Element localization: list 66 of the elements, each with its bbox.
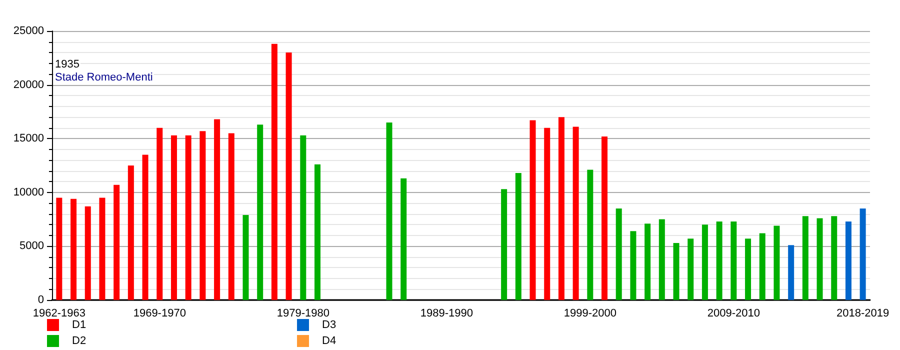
- bar: [200, 131, 206, 300]
- x-tick-label: 1979-1980: [276, 308, 330, 320]
- bar: [286, 52, 292, 300]
- bar: [242, 214, 249, 300]
- bar: [658, 219, 665, 300]
- bar: [257, 124, 264, 300]
- bar: [271, 44, 278, 300]
- bar: [845, 221, 852, 300]
- bar: [558, 117, 564, 300]
- bar: [170, 135, 177, 300]
- bar: [831, 216, 838, 300]
- bar: [816, 218, 823, 300]
- y-tick-label: 20000: [13, 78, 44, 91]
- bar: [716, 221, 722, 300]
- bar: [544, 128, 550, 300]
- bar: [142, 154, 148, 300]
- y-tick-label: 0: [38, 294, 44, 306]
- bar: [515, 173, 522, 300]
- bar: [84, 206, 91, 300]
- y-tick-label: 15000: [13, 132, 44, 145]
- bar: [572, 126, 579, 300]
- bar: [214, 119, 220, 300]
- bar: [99, 198, 106, 300]
- bar: [114, 184, 120, 300]
- x-tick-label: 1962-1963: [32, 308, 86, 320]
- x-tick-label: 1969-1970: [133, 308, 186, 320]
- bar: [730, 221, 737, 300]
- bar: [400, 178, 407, 300]
- bar: [156, 128, 163, 300]
- bar: [228, 133, 234, 300]
- legend-label: D3: [322, 319, 336, 331]
- x-tick-label: 2018-2019: [836, 308, 890, 320]
- bar: [587, 170, 594, 300]
- bar: [602, 136, 608, 300]
- bar: [644, 224, 651, 300]
- annotation: Stade Romeo-Menti: [55, 72, 153, 84]
- bar: [702, 224, 708, 300]
- legend-label: D1: [72, 319, 86, 331]
- annotation: 1935: [55, 58, 80, 70]
- bar: [802, 216, 808, 300]
- bar: [759, 233, 766, 300]
- bar: [673, 242, 680, 300]
- legend-label: D4: [322, 335, 336, 347]
- bar: [616, 208, 622, 300]
- y-tick-label: 25000: [13, 25, 44, 37]
- y-tick-label: 5000: [20, 240, 44, 252]
- bar: [185, 135, 192, 300]
- bar: [314, 164, 320, 300]
- legend-label: D2: [72, 335, 86, 347]
- bar: [530, 120, 536, 300]
- bar: [860, 208, 866, 300]
- bar: [386, 122, 392, 300]
- bar: [128, 166, 134, 300]
- x-tick-label: 1999-2000: [564, 308, 616, 320]
- x-tick-label: 1989-1990: [420, 308, 473, 320]
- y-tick-label: 10000: [13, 186, 44, 198]
- bar: [688, 238, 694, 300]
- bar: [56, 198, 62, 300]
- bar: [788, 245, 794, 300]
- bar: [501, 189, 508, 300]
- bar: [70, 198, 77, 300]
- x-tick-label: 2009-2010: [707, 308, 760, 320]
- bar: [300, 135, 306, 300]
- bar: [774, 226, 780, 300]
- bar: [630, 231, 636, 300]
- bar: [745, 238, 752, 300]
